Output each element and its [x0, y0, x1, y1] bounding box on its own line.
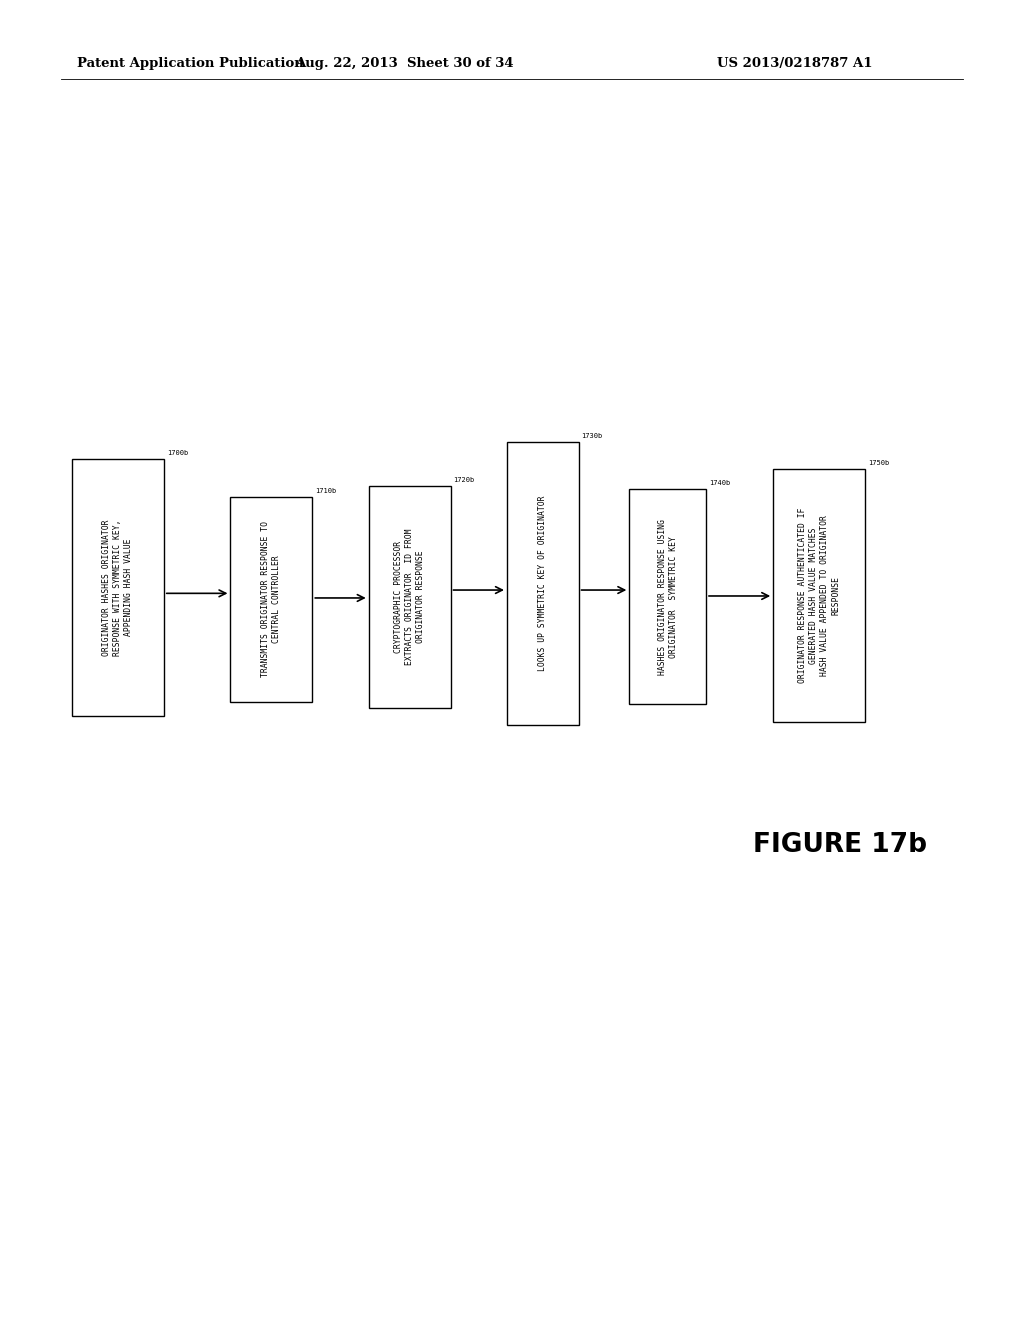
Bar — [507, 441, 579, 725]
Text: 1710b: 1710b — [315, 488, 337, 494]
Bar — [230, 496, 312, 702]
Text: Patent Application Publication: Patent Application Publication — [77, 57, 303, 70]
Text: TRANSMITS ORIGINATOR RESPONSE TO
CENTRAL CONTROLLER: TRANSMITS ORIGINATOR RESPONSE TO CENTRAL… — [261, 521, 282, 677]
Text: ORIGINATOR RESPONSE AUTHENTICATED IF
GENERATED HASH VALUE MATCHES
HASH VALUE APP: ORIGINATOR RESPONSE AUTHENTICATED IF GEN… — [798, 508, 841, 682]
Bar — [773, 469, 865, 722]
Bar — [369, 486, 451, 708]
Text: US 2013/0218787 A1: US 2013/0218787 A1 — [717, 57, 872, 70]
Text: CRYPTOGRAPHIC PROCESSOR
EXTRACTS ORIGINATOR  ID FROM
ORIGINATOR RESPONSE: CRYPTOGRAPHIC PROCESSOR EXTRACTS ORIGINA… — [394, 528, 425, 665]
Text: Aug. 22, 2013  Sheet 30 of 34: Aug. 22, 2013 Sheet 30 of 34 — [295, 57, 514, 70]
Text: FIGURE 17b: FIGURE 17b — [753, 832, 927, 858]
Text: LOOKS UP SYMMETRIC KEY OF ORIGINATOR: LOOKS UP SYMMETRIC KEY OF ORIGINATOR — [539, 496, 547, 671]
Text: 1720b: 1720b — [454, 477, 475, 483]
Text: ORIGINATOR HASHES ORIGINATOR
RESPONSE WITH SYMMETRIC KEY,
APPENDING HASH VALUE: ORIGINATOR HASHES ORIGINATOR RESPONSE WI… — [102, 519, 133, 656]
Text: HASHES ORIGINATOR RESPONSE USING
ORIGINATOR  SYMMETRIC KEY: HASHES ORIGINATOR RESPONSE USING ORIGINA… — [657, 519, 678, 675]
Text: 1740b: 1740b — [709, 480, 730, 486]
Bar — [72, 458, 164, 715]
Text: 1700b: 1700b — [167, 450, 188, 455]
Text: 1750b: 1750b — [868, 459, 890, 466]
Bar — [629, 488, 707, 704]
Text: 1730b: 1730b — [582, 433, 603, 438]
